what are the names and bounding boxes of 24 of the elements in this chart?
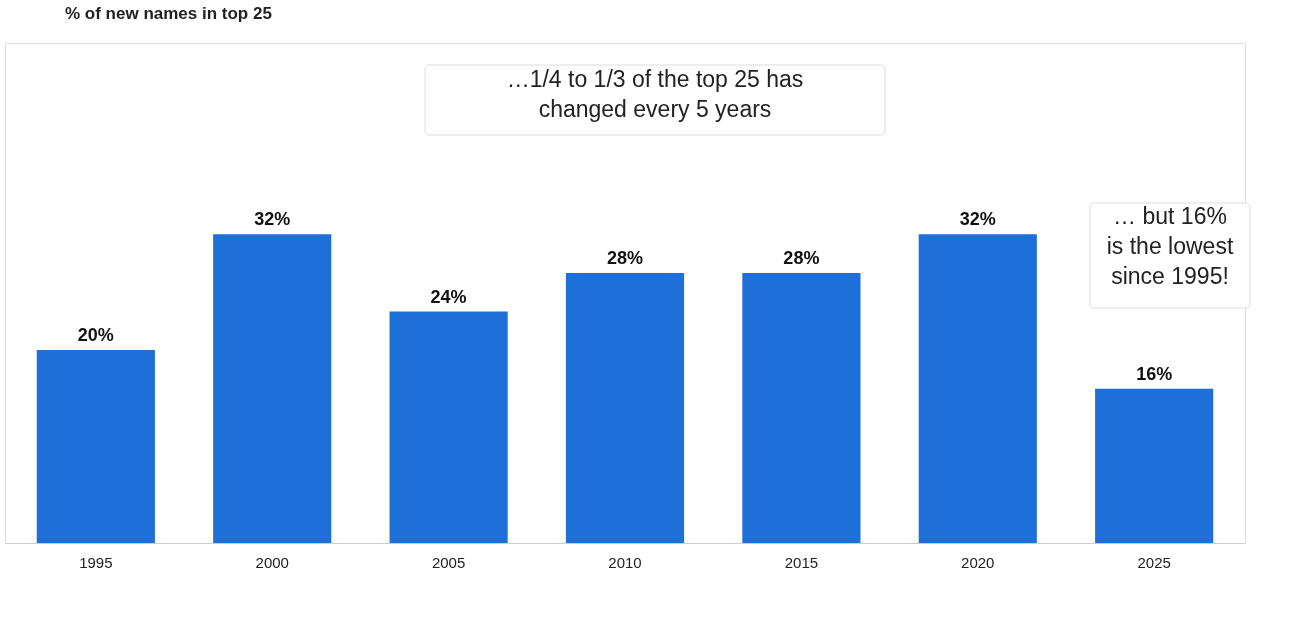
data-label: 16% (1136, 363, 1173, 384)
data-label: 32% (254, 209, 291, 230)
data-label: 28% (606, 247, 644, 268)
data-label: 28% (783, 247, 820, 268)
bar (565, 272, 685, 543)
x-tick-label: 1995 (79, 553, 113, 571)
bar (213, 234, 332, 543)
x-tick-label: 2015 (784, 553, 819, 571)
x-tick-label: 2005 (431, 553, 466, 571)
data-label: 32% (959, 209, 996, 230)
x-tick-label: 2010 (608, 553, 642, 571)
text: …1/4 to 1/3 of the top 25 has changed every 5 years (506, 66, 804, 122)
bar (742, 272, 861, 543)
data-label: 24% (430, 286, 467, 307)
x-tick-label: 2000 (255, 553, 289, 571)
annotation: … but 16% is the lowest since 1995! (1106, 203, 1234, 289)
bar (1095, 388, 1214, 543)
x-tick-label: 2025 (1137, 553, 1171, 571)
chart-title: % of new names in top 25 (65, 4, 272, 23)
bar (918, 234, 1037, 543)
bar (36, 350, 155, 543)
x-tick-label: 2020 (961, 553, 995, 571)
bar (389, 311, 508, 543)
data-label: 20% (77, 325, 114, 346)
